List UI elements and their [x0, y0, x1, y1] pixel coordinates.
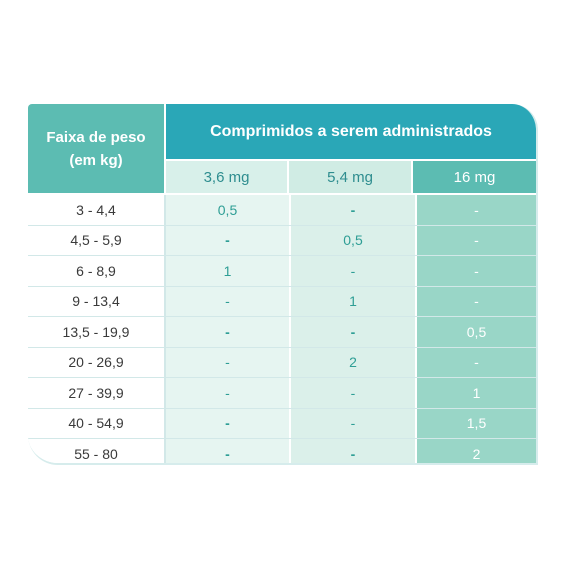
- table-row: 6 - 8,9 1 - -: [28, 256, 536, 287]
- weight-header-line1: Faixa de peso: [46, 128, 146, 146]
- weight-cell: 13,5 - 19,9: [28, 317, 166, 347]
- dosage-table: Faixa de peso (em kg) Comprimidos a sere…: [28, 104, 538, 465]
- dose-header-16mg: 16 mg: [413, 161, 536, 193]
- dose-cell-16mg: -: [417, 225, 536, 255]
- dose-cell-3-6mg: -: [166, 225, 291, 255]
- weight-cell: 4,5 - 5,9: [28, 225, 166, 255]
- table-body: 3 - 4,4 0,5 - - 4,5 - 5,9 - 0,5 - 6 - 8,…: [28, 195, 536, 463]
- weight-cell: 27 - 39,9: [28, 378, 166, 408]
- weight-cell: 9 - 13,4: [28, 286, 166, 316]
- dose-cell-3-6mg: 0,5: [166, 195, 291, 225]
- table-row: 9 - 13,4 - 1 -: [28, 286, 536, 317]
- dose-cell-16mg: -: [417, 347, 536, 377]
- table-row: 4,5 - 5,9 - 0,5 -: [28, 225, 536, 256]
- dose-cell-16mg: 0,5: [417, 317, 536, 347]
- dose-cell-5-4mg: -: [291, 195, 417, 225]
- dose-header-3-6mg: 3,6 mg: [166, 161, 287, 193]
- dose-header-5-4mg: 5,4 mg: [289, 161, 411, 193]
- weight-cell: 3 - 4,4: [28, 195, 166, 225]
- weight-cell: 55 - 80: [28, 439, 166, 463]
- dose-cell-16mg: -: [417, 195, 536, 225]
- weight-cell: 40 - 54,9: [28, 408, 166, 438]
- table-row: 40 - 54,9 - - 1,5: [28, 408, 536, 439]
- dose-cell-5-4mg: -: [291, 256, 417, 286]
- dose-cell-3-6mg: -: [166, 317, 291, 347]
- dose-cell-5-4mg: 0,5: [291, 225, 417, 255]
- table-row: 27 - 39,9 - - 1: [28, 378, 536, 409]
- dose-cell-5-4mg: -: [291, 408, 417, 438]
- weight-header-line2: (em kg): [69, 151, 123, 169]
- dose-cell-3-6mg: -: [166, 408, 291, 438]
- dose-cell-16mg: -: [417, 256, 536, 286]
- weight-range-header: Faixa de peso (em kg): [28, 104, 164, 193]
- dose-cell-5-4mg: -: [291, 439, 417, 463]
- dose-cell-16mg: -: [417, 286, 536, 316]
- weight-cell: 6 - 8,9: [28, 256, 166, 286]
- dose-cell-5-4mg: 1: [291, 286, 417, 316]
- dose-cell-3-6mg: -: [166, 378, 291, 408]
- table-row: 3 - 4,4 0,5 - -: [28, 195, 536, 226]
- dose-cell-3-6mg: -: [166, 439, 291, 463]
- dose-cell-16mg: 1: [417, 378, 536, 408]
- table-row: 13,5 - 19,9 - - 0,5: [28, 317, 536, 348]
- tablets-group-header: Comprimidos a serem administrados: [166, 104, 536, 159]
- dose-cell-3-6mg: -: [166, 347, 291, 377]
- dose-cell-3-6mg: -: [166, 286, 291, 316]
- dose-cell-5-4mg: -: [291, 378, 417, 408]
- dose-cell-16mg: 1,5: [417, 408, 536, 438]
- dose-cell-5-4mg: 2: [291, 347, 417, 377]
- weight-cell: 20 - 26,9: [28, 347, 166, 377]
- dose-cell-3-6mg: 1: [166, 256, 291, 286]
- dose-cell-16mg: 2: [417, 439, 536, 463]
- table-row: 55 - 80 - - 2: [28, 439, 536, 463]
- table-row: 20 - 26,9 - 2 -: [28, 347, 536, 378]
- dose-cell-5-4mg: -: [291, 317, 417, 347]
